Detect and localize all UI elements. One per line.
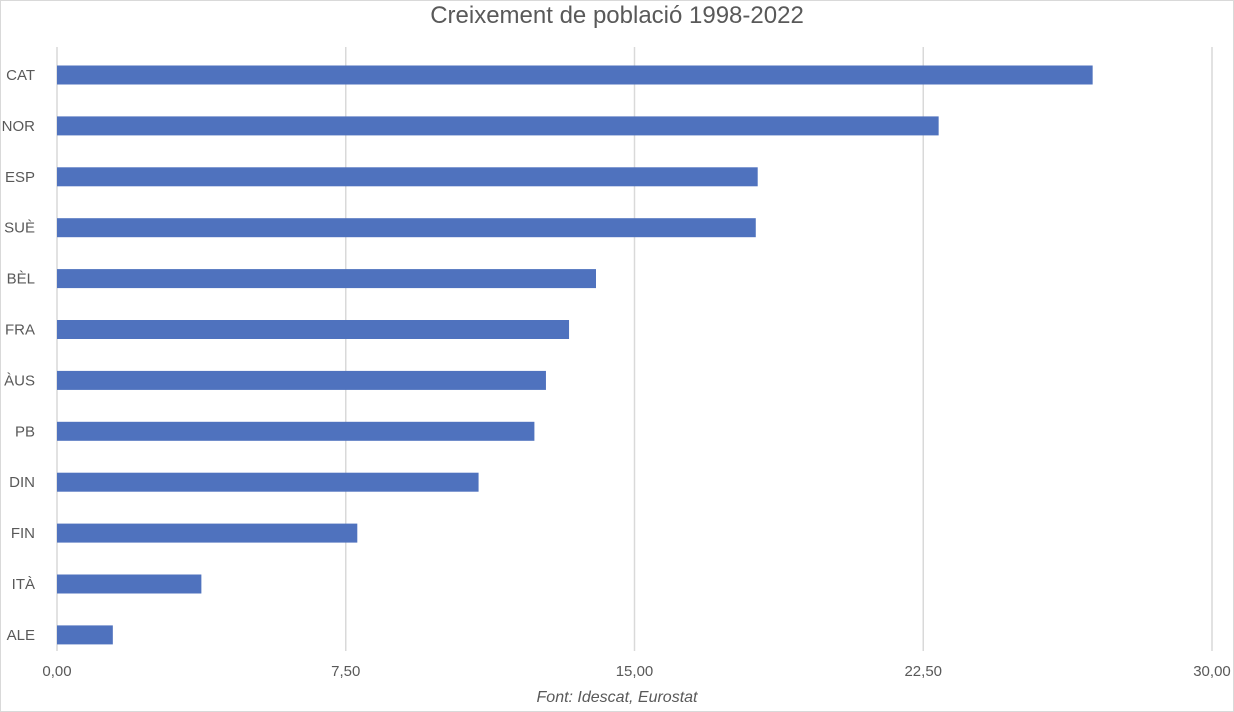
bar-àus [57, 370, 546, 390]
x-tick-label: 7,50 [331, 663, 360, 680]
x-tick-label: 15,00 [616, 663, 654, 680]
category-label: PB [15, 423, 35, 440]
chart-title: Creixement de població 1998-2022 [430, 2, 804, 29]
category-label: ALE [7, 627, 35, 644]
category-label: FRA [5, 322, 35, 339]
bar-din [57, 472, 479, 492]
x-tick-labels: 0,00 7,50 15,00 22,50 30,00 [42, 663, 1230, 680]
category-label: FIN [11, 525, 35, 542]
chart-source: Font: Idescat, Eurostat [536, 689, 698, 706]
category-label: CAT [6, 67, 35, 84]
bar-esp [57, 167, 758, 187]
category-label: SUÈ [4, 220, 35, 237]
bar-ale [57, 625, 113, 645]
bar-suè [57, 218, 756, 238]
category-label: DIN [9, 474, 35, 491]
category-label: ITÀ [12, 576, 35, 593]
bar-pb [57, 421, 535, 441]
gridlines [56, 47, 1213, 651]
x-tick-label: 30,00 [1193, 663, 1231, 680]
category-label: BÈL [7, 271, 35, 288]
category-labels: CAT NOR ESP SUÈ BÈL FRA ÀUS PB DIN FIN ITÀ ALE [2, 67, 36, 644]
category-label: ESP [5, 169, 35, 186]
category-label: NOR [2, 118, 36, 135]
category-label: ÀUS [4, 372, 35, 389]
bar-bèl [57, 269, 596, 289]
bars [57, 65, 1093, 645]
bar-cat [57, 65, 1093, 85]
bar-nor [57, 116, 939, 136]
bar-fra [57, 320, 570, 339]
x-tick-label: 0,00 [42, 663, 71, 680]
bar-ità [57, 574, 202, 594]
bar-fin [57, 523, 358, 543]
x-tick-label: 22,50 [904, 663, 942, 680]
